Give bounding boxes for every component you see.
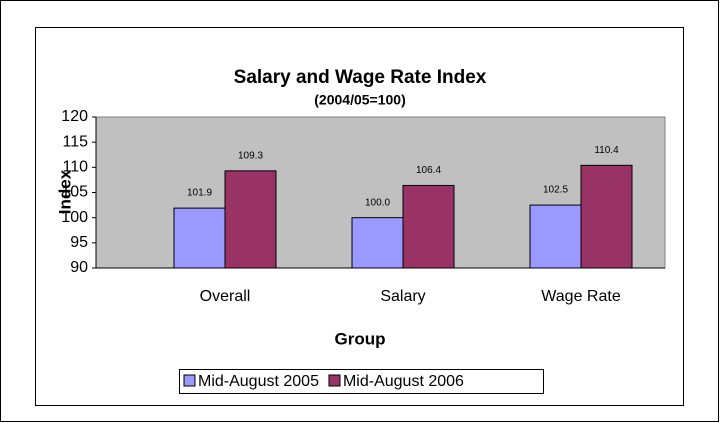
bar <box>529 204 582 269</box>
bar <box>580 164 633 269</box>
x-tick-label: Wage Rate <box>541 288 621 305</box>
y-tick-label: 120 <box>61 108 88 125</box>
chart-subtitle: (2004/05=100) <box>314 92 405 108</box>
value-label: 106.4 <box>416 165 441 176</box>
y-tick-label: 110 <box>62 159 88 176</box>
value-label: 101.9 <box>187 188 212 199</box>
legend-swatch <box>328 374 341 387</box>
legend <box>179 369 544 394</box>
legend-swatch <box>183 374 196 387</box>
y-tick-label: 100 <box>61 209 88 226</box>
legend-label: Mid-August 2006 <box>343 373 464 390</box>
value-label: 110.4 <box>594 145 619 156</box>
bar <box>224 170 277 269</box>
y-tick-label: 115 <box>62 133 88 150</box>
legend-label: Mid-August 2005 <box>198 373 319 390</box>
x-axis-label: Group <box>335 329 386 348</box>
y-tick-label: 105 <box>61 184 88 201</box>
bar <box>351 217 404 269</box>
value-label: 100.0 <box>365 197 390 208</box>
x-tick-label: Salary <box>380 288 425 305</box>
y-tick-label: 95 <box>70 234 88 251</box>
bar <box>173 207 226 269</box>
x-tick-label: Overall <box>200 288 251 305</box>
value-label: 109.3 <box>238 150 263 161</box>
chart-title: Salary and Wage Rate Index <box>234 67 487 88</box>
y-axis-label: Index <box>55 169 74 214</box>
y-tick-label: 90 <box>70 259 88 276</box>
bar <box>402 184 455 269</box>
value-label: 102.5 <box>543 185 568 196</box>
